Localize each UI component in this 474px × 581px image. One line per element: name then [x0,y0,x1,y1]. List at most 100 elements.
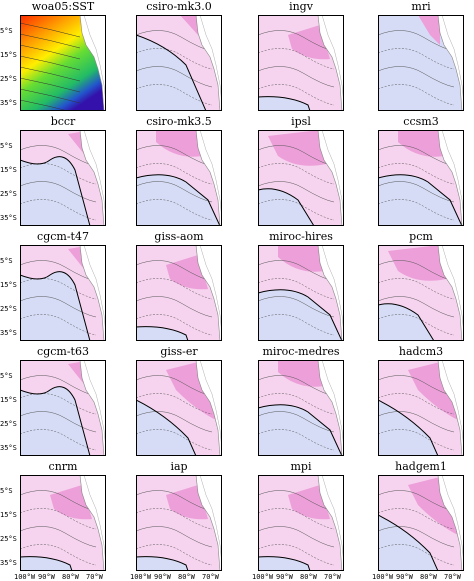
panel-map [258,15,344,111]
contour-line [378,314,455,336]
land-mask [317,360,344,456]
map-frame [20,475,106,571]
longitude-tick-label: 90°W [276,573,293,581]
contour-line [20,508,97,530]
positive-anomaly-region [166,485,208,520]
panel-map [378,245,464,341]
contour-line [378,278,455,300]
contour-line [136,429,213,451]
positive-anomaly-region [50,485,92,520]
positive-anomaly-region [288,25,330,60]
land-mask [317,15,344,111]
coastline [199,360,222,451]
land-mask [195,475,222,571]
map-frame [258,15,344,111]
latitude-tick-label: 5°S [0,372,13,380]
map-frame [258,245,344,341]
latitude-tick-label: 5°S [0,27,13,35]
latitude-tick-label: 35°S [0,214,17,222]
land-mask [195,15,222,111]
contour-line [20,88,81,104]
contour-line [258,314,335,336]
negative-anomaly-region [258,289,342,341]
panel-map [20,15,106,111]
panel-title: ingv [289,0,313,13]
contour-line [258,199,335,221]
contour-line [258,544,335,566]
map-frame [20,130,106,226]
land-mask [195,245,222,341]
contour-line [378,393,455,415]
contour-line [258,526,335,548]
contour-line [378,181,455,203]
longitude-tick-label: 70°W [444,573,461,581]
longitude-tick-label: 90°W [38,573,55,581]
contour-line [378,199,455,221]
land-mask [195,360,222,456]
negative-anomaly-region [258,404,342,456]
contour-line [136,314,213,336]
land-mask [437,360,464,456]
panel-map [20,245,106,341]
latitude-tick-label: 25°S [0,305,17,313]
latitude-tick-label: 35°S [0,559,17,567]
contour-line [20,22,81,38]
map-frame [378,475,464,571]
positive-anomaly-region [278,245,324,272]
longitude-tick-label: 70°W [86,573,103,581]
contour-line [136,508,213,530]
negative-anomaly-region [378,174,462,226]
map-frame [258,130,344,226]
latitude-tick-label: 25°S [0,420,17,428]
zero-contour [258,188,315,226]
coastline [441,15,464,106]
panel-map [378,360,464,456]
negative-anomaly-region [136,400,196,456]
coastline [83,475,106,566]
contour-line [378,526,455,548]
contour-line [258,163,335,185]
coastline [441,360,464,451]
latitude-tick-label: 5°S [0,257,13,265]
model-panel: woa05:SST [20,0,106,112]
positive-anomaly-region [166,362,216,420]
model-panel: csiro-mk3.5 [136,115,222,227]
map-frame [136,475,222,571]
land-mask [79,15,106,111]
zero-contour [20,386,91,456]
coastline [199,245,222,336]
model-panel: hadgem1 [378,460,464,572]
model-panel: ipsl [258,115,344,227]
map-frame [378,360,464,456]
longitude-tick-label: 70°W [202,573,219,581]
contour-line [20,544,97,566]
contour-line [258,429,335,451]
coastline [441,245,464,336]
contour-line [378,66,455,88]
contour-line [378,411,455,433]
panel-title: miroc-medres [262,345,340,358]
land-mask [317,475,344,571]
coastline [199,15,222,106]
model-panel: miroc-hires [258,230,344,342]
longitude-tick-label: 80°W [62,573,79,581]
negative-anomaly-region [378,515,438,571]
contour-line [20,66,81,82]
negative-anomaly-region [258,188,314,226]
positive-anomaly-region [180,15,198,35]
zero-contour [258,289,343,341]
contour-line [20,77,81,93]
model-panel: ingv [258,0,344,112]
coastline [83,15,106,106]
zero-contour [136,174,221,226]
model-panel: ccsm3 [378,115,464,227]
panel-title: ccsm3 [403,115,439,128]
contour-line [258,181,335,203]
map-frame [20,245,106,341]
coastline [441,475,464,566]
contour-line [20,44,81,60]
latitude-tick-label: 25°S [0,190,17,198]
contour-line [136,66,213,88]
longitude-tick-label: 100°W [372,573,394,581]
longitude-tick-label: 80°W [300,573,317,581]
